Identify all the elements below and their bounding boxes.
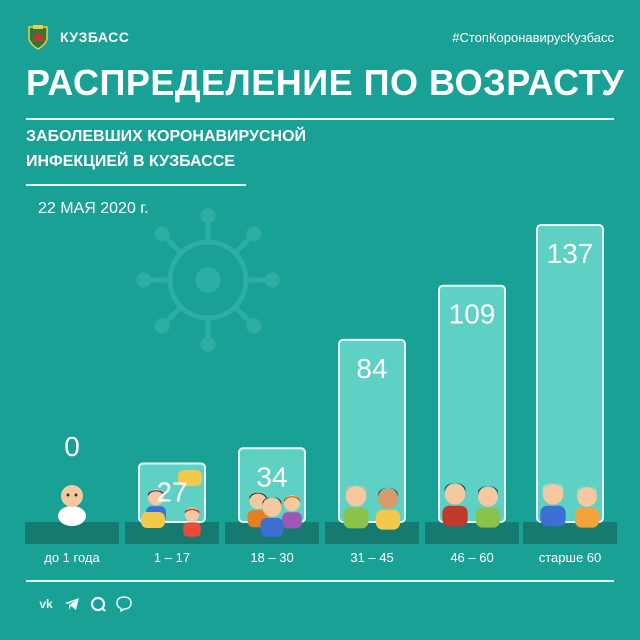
page-title: РАСПРЕДЕЛЕНИЕ ПО ВОЗРАСТУ (26, 62, 625, 103)
bar-value-label: 109 (449, 299, 496, 330)
category-base-band (523, 522, 617, 544)
category-label: до 1 года (44, 550, 100, 565)
coat-of-arms-icon (28, 25, 48, 50)
bar (338, 338, 406, 523)
children-icon (141, 470, 202, 537)
report-date: 22 МАЯ 2020 г. (38, 200, 149, 217)
category-label: 1 – 17 (154, 550, 190, 565)
category-base-band (325, 522, 419, 544)
virus-decoration-icon (136, 208, 280, 352)
hashtag: #СтопКоронавирусКузбасс (452, 30, 614, 45)
bar-value-label: 27 (156, 476, 187, 507)
viber-icon[interactable] (116, 596, 132, 612)
bar (438, 284, 506, 524)
category-label: 18 – 30 (250, 550, 293, 565)
bar-value-label: 0 (64, 431, 80, 462)
category-label: 31 – 45 (350, 550, 393, 565)
bar (536, 224, 604, 523)
social-links: vk (38, 596, 132, 612)
category-base-band (25, 522, 119, 544)
telegram-icon[interactable] (64, 596, 80, 612)
bar-value-label: 34 (256, 461, 287, 492)
bar-value-label: 137 (547, 238, 594, 269)
divider (26, 184, 246, 186)
middle-aged-icon (442, 482, 501, 528)
bar-value-label: 84 (356, 353, 387, 384)
category-label: 46 – 60 (450, 550, 493, 565)
young-adults-icon (247, 492, 302, 537)
divider (26, 580, 614, 582)
category-base-band (425, 522, 519, 544)
brand-name: КУЗБАСС (60, 29, 130, 45)
subtitle: ЗАБОЛЕВШИХ КОРОНАВИРУСНОЙ ИНФЕКЦИЕЙ В КУ… (26, 124, 346, 174)
category-base-band (125, 522, 219, 544)
vk-icon[interactable]: vk (39, 597, 53, 611)
category-label: старше 60 (539, 550, 602, 565)
ok-icon[interactable] (90, 596, 106, 612)
elderly-icon (540, 482, 600, 528)
subtitle-line-2: ИНФЕКЦИЕЙ В КУЗБАССЕ (26, 153, 235, 170)
divider (26, 118, 614, 120)
subtitle-line-1: ЗАБОЛЕВШИХ КОРОНАВИРУСНОЙ (26, 128, 307, 145)
brand-block: КУЗБАСС (26, 24, 129, 50)
adults-icon (343, 484, 401, 530)
baby-icon (58, 485, 86, 526)
